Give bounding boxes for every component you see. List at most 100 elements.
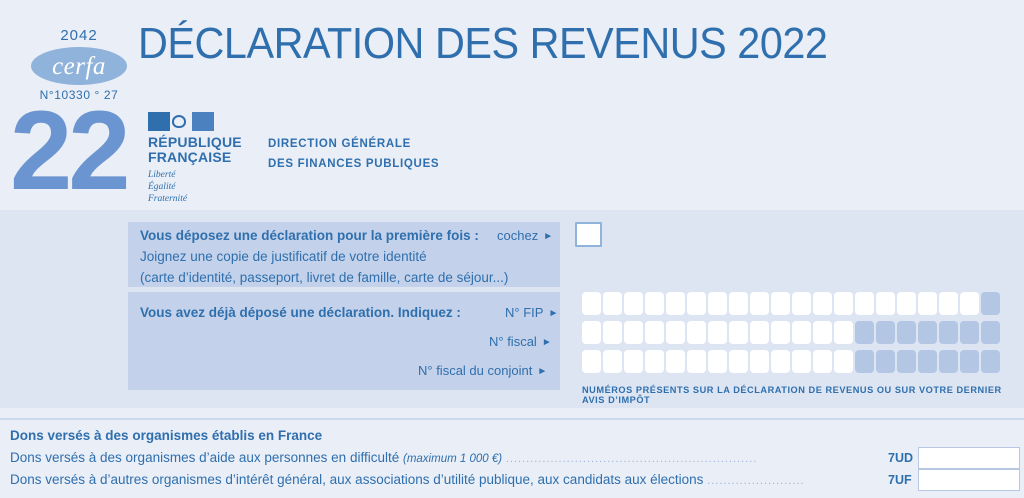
motto-fraternite: Fraternité	[148, 193, 188, 204]
number-cell-disabled	[876, 321, 895, 344]
donation-row-7UD: Dons versés à des organismes d’aide aux …	[10, 450, 757, 465]
number-cell[interactable]	[834, 321, 853, 344]
number-cell[interactable]	[834, 292, 853, 315]
cerfa-form-number: 2042	[60, 27, 98, 44]
amount-input-7UF[interactable]	[918, 469, 1020, 491]
number-cell[interactable]	[813, 350, 832, 373]
attach-line-1: Joignez une copie de justificatif de vot…	[140, 249, 427, 264]
number-cell[interactable]	[792, 350, 811, 373]
amount-input-7UD[interactable]	[918, 447, 1020, 469]
number-cell-disabled	[981, 292, 1000, 315]
already-filed-label: Vous avez déjà déposé une déclaration. I…	[140, 305, 461, 320]
number-row-fip[interactable]	[582, 292, 1000, 315]
number-cell[interactable]	[603, 321, 622, 344]
page-title: DÉCLARATION DES REVENUS 2022	[138, 19, 828, 68]
number-cell[interactable]	[645, 321, 664, 344]
dgfip-label: DIRECTION GÉNÉRALE DES FINANCES PUBLIQUE…	[268, 134, 439, 174]
number-cell[interactable]	[771, 292, 790, 315]
number-cell[interactable]	[750, 292, 769, 315]
republique-francaise-logo: RÉPUBLIQUE FRANÇAISE Liberté Égalité Fra…	[148, 112, 266, 206]
attach-line-2: (carte d’identité, passeport, livret de …	[140, 270, 509, 285]
first-time-label: Vous déposez une déclaration pour la pre…	[140, 228, 479, 243]
donation-text-7UF: Dons versés à d’autres organismes d’inté…	[10, 472, 704, 487]
cerfa-logo-block: 2042 cerfa N°10330 ° 27	[24, 28, 134, 102]
number-cell[interactable]	[687, 292, 706, 315]
number-cell[interactable]	[687, 350, 706, 373]
number-cell[interactable]	[729, 292, 748, 315]
already-filed-band	[128, 292, 560, 390]
number-cell[interactable]	[729, 350, 748, 373]
number-cell[interactable]	[771, 350, 790, 373]
number-cell[interactable]	[708, 350, 727, 373]
donations-section	[0, 415, 1024, 498]
number-cell[interactable]	[624, 292, 643, 315]
number-cell-disabled	[876, 350, 895, 373]
number-cell[interactable]	[834, 350, 853, 373]
number-cell[interactable]	[603, 350, 622, 373]
number-cell[interactable]	[918, 292, 937, 315]
number-cell[interactable]	[813, 292, 832, 315]
number-cell[interactable]	[582, 292, 601, 315]
cochez-label: cochez ►	[497, 228, 554, 243]
leader-dots: ........................................…	[505, 453, 758, 465]
arrow-right-icon: ►	[537, 366, 548, 377]
arrow-right-icon: ►	[541, 337, 552, 348]
motto-liberte: Liberté	[148, 170, 176, 181]
cerfa-wordmark: cerfa	[52, 52, 106, 80]
number-cell[interactable]	[624, 350, 643, 373]
first-time-band	[128, 222, 560, 287]
donation-note-7UD: (maximum 1 000 €)	[403, 453, 503, 465]
number-cell[interactable]	[771, 321, 790, 344]
donation-row-7UF: Dons versés à d’autres organismes d’inté…	[10, 472, 805, 487]
cerfa-reference: N°10330 ° 27	[39, 88, 119, 102]
number-cell[interactable]	[813, 321, 832, 344]
number-cell[interactable]	[939, 292, 958, 315]
fiscal-number-label: N° fiscal ►	[489, 334, 552, 349]
number-cell[interactable]	[582, 350, 601, 373]
number-row-spouse-fiscal[interactable]	[582, 350, 1000, 373]
republic-label-line2: FRANÇAISE	[148, 149, 232, 166]
number-boxes-grid[interactable]	[582, 292, 1000, 379]
code-label-7UF: 7UF	[888, 473, 912, 487]
number-cell-disabled	[960, 350, 979, 373]
number-cell-disabled	[897, 350, 916, 373]
number-cell[interactable]	[750, 321, 769, 344]
number-cell[interactable]	[792, 321, 811, 344]
number-cell[interactable]	[687, 321, 706, 344]
number-cell[interactable]	[708, 292, 727, 315]
number-row-fiscal[interactable]	[582, 321, 1000, 344]
number-cell[interactable]	[960, 292, 979, 315]
number-cell[interactable]	[708, 321, 727, 344]
number-cell[interactable]	[666, 350, 685, 373]
number-cell[interactable]	[603, 292, 622, 315]
cerfa-oval-icon: cerfa	[31, 47, 127, 85]
number-cell[interactable]	[897, 292, 916, 315]
number-cell-disabled	[981, 321, 1000, 344]
number-cell[interactable]	[645, 350, 664, 373]
number-cell[interactable]	[624, 321, 643, 344]
dgfip-line2: DES FINANCES PUBLIQUES	[268, 158, 440, 171]
number-cell[interactable]	[750, 350, 769, 373]
section-divider	[0, 418, 1024, 420]
number-cell[interactable]	[729, 321, 748, 344]
donation-text-7UD: Dons versés à des organismes d’aide aux …	[10, 450, 400, 465]
spouse-fiscal-number-label: N° fiscal du conjoint ►	[418, 363, 548, 378]
number-cell-disabled	[939, 350, 958, 373]
first-time-checkbox[interactable]	[575, 222, 602, 247]
french-flag-icon	[148, 112, 214, 131]
number-cell-disabled	[855, 350, 874, 373]
number-cell[interactable]	[855, 292, 874, 315]
number-cell-disabled	[855, 321, 874, 344]
number-cell[interactable]	[582, 321, 601, 344]
leader-dots: ........................	[707, 475, 805, 487]
number-cell[interactable]	[645, 292, 664, 315]
number-cell[interactable]	[666, 321, 685, 344]
number-cell[interactable]	[792, 292, 811, 315]
number-cell[interactable]	[666, 292, 685, 315]
number-cell-disabled	[897, 321, 916, 344]
fip-label: N° FIP ►	[505, 305, 559, 320]
number-cell-disabled	[981, 350, 1000, 373]
year-badge: 22	[10, 88, 131, 213]
number-cell[interactable]	[876, 292, 895, 315]
